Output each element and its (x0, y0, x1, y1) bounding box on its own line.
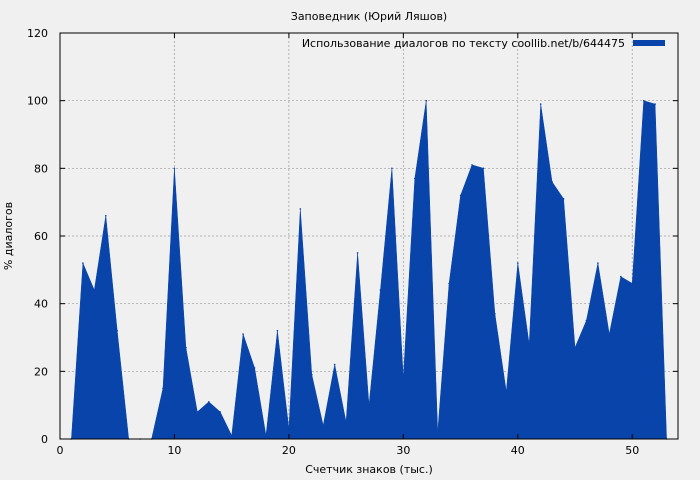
data-point (299, 208, 302, 210)
data-point (471, 164, 473, 166)
data-point (642, 99, 645, 102)
data-point (608, 333, 611, 335)
data-point (105, 214, 107, 217)
x-tick-label: 30 (396, 444, 410, 457)
data-point (311, 373, 313, 376)
y-tick-label: 40 (34, 298, 48, 311)
data-point (208, 401, 210, 403)
y-axis-label: % диалогов (2, 202, 15, 270)
data-point (162, 387, 164, 390)
data-point (448, 282, 450, 285)
y-tick-label: 120 (27, 27, 48, 40)
data-point (82, 262, 84, 264)
data-point (482, 167, 485, 170)
series-area (71, 100, 667, 440)
data-point (620, 275, 622, 278)
data-point (116, 329, 118, 332)
data-point (253, 367, 256, 369)
data-point (494, 313, 496, 315)
data-point (539, 103, 542, 105)
data-point (574, 346, 576, 349)
data-point (459, 194, 462, 197)
data-point (345, 421, 347, 423)
data-point (242, 333, 244, 335)
data-point (425, 99, 428, 102)
data-point (93, 289, 96, 291)
data-point (219, 411, 221, 413)
legend: Использование диалогов по тексту coollib… (302, 37, 665, 50)
data-point (654, 103, 656, 105)
y-tick-label: 0 (41, 433, 48, 446)
legend-swatch (633, 40, 665, 46)
data-point (597, 262, 599, 264)
data-point (528, 343, 530, 346)
y-tick-label: 100 (27, 95, 48, 108)
data-point (562, 198, 565, 200)
x-tick-label: 40 (511, 444, 525, 457)
grid-lines (60, 33, 678, 439)
data-point (505, 390, 508, 393)
legend-label: Использование диалогов по тексту coollib… (302, 37, 625, 50)
data-point (436, 431, 439, 434)
data-point (414, 177, 416, 180)
data-point (631, 282, 633, 285)
x-axis-label: Счетчик знаков (тыс.) (305, 463, 433, 476)
y-tick-label: 60 (34, 230, 48, 243)
y-tick-label: 20 (34, 365, 48, 378)
data-point (265, 434, 267, 437)
chart-title: Заповедник (Юрий Ляшов) (291, 10, 447, 23)
data-point (379, 289, 382, 291)
data-point (585, 319, 588, 322)
y-tick-label: 80 (34, 162, 48, 175)
data-point (391, 167, 393, 170)
data-point (333, 363, 336, 366)
axis-ticks: 0 10 20 30 40 50 0 20 40 60 80 100 120 (27, 27, 678, 457)
x-tick-label: 0 (57, 444, 64, 457)
series-area-layer (70, 99, 668, 440)
data-point (196, 411, 199, 413)
x-tick-label: 10 (167, 444, 181, 457)
data-point (517, 262, 519, 264)
data-point (402, 377, 405, 379)
data-point (185, 346, 187, 349)
data-point (322, 424, 325, 427)
data-point (368, 404, 370, 407)
x-tick-label: 50 (625, 444, 639, 457)
data-point (276, 329, 279, 332)
data-point (230, 434, 233, 437)
data-point (288, 428, 290, 430)
data-point (356, 252, 359, 254)
data-point (551, 181, 553, 183)
x-tick-label: 20 (282, 444, 296, 457)
data-point (173, 167, 176, 170)
